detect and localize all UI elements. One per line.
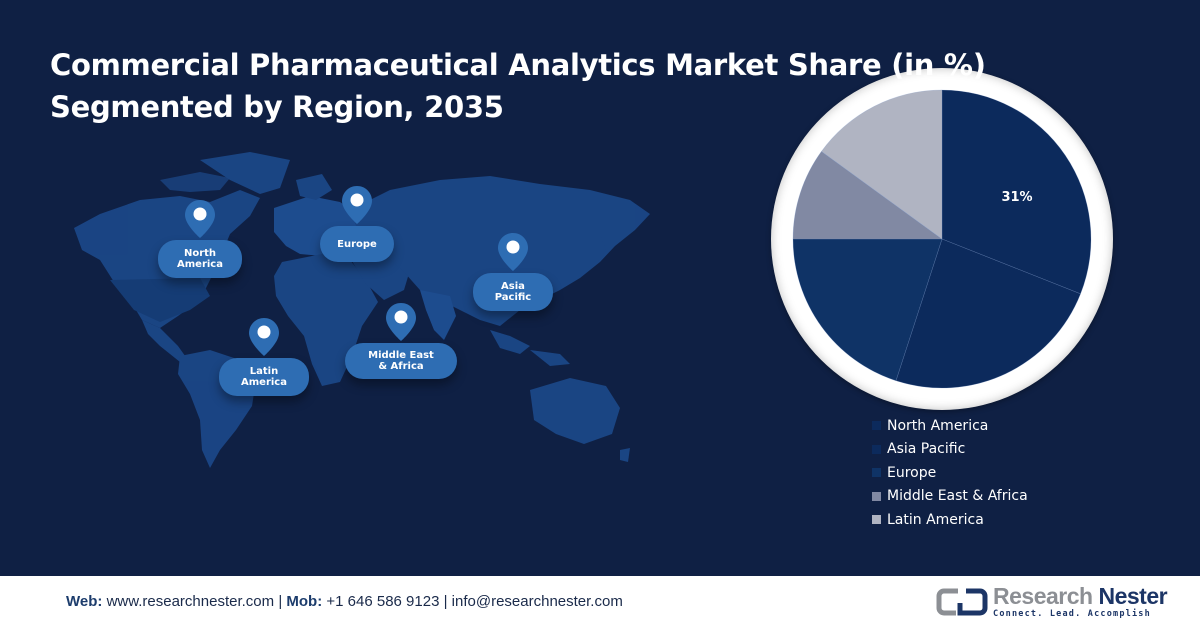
legend-swatch — [872, 491, 881, 501]
location-pin-icon — [249, 318, 279, 356]
pin-label: Asia Pacific — [473, 273, 553, 311]
pie-slice — [941, 89, 1092, 295]
legend-label: Latin America — [887, 511, 984, 528]
contact-info: Web: www.researchnester.com | Mob: +1 64… — [66, 593, 623, 610]
email-link[interactable]: info@researchnester.com — [451, 593, 623, 610]
web-link[interactable]: www.researchnester.com — [106, 593, 275, 610]
legend-label: North America — [887, 417, 989, 434]
pin-europe: Europe — [320, 186, 394, 262]
pin-label: Middle East & Africa — [345, 343, 457, 379]
legend-item-europe: Europe — [872, 461, 1028, 485]
pin-north-america: North America — [158, 200, 242, 278]
legend-label: Europe — [887, 464, 937, 481]
logo-name: Research Nester — [993, 583, 1168, 609]
location-pin-icon — [386, 303, 416, 341]
legend-swatch — [872, 515, 881, 525]
pin-label: Latin America — [219, 358, 309, 396]
pie-chart: 31% — [771, 68, 1113, 410]
pie-chart-graphic: 31% — [792, 89, 1092, 389]
logo-mark-icon — [936, 588, 988, 616]
web-label: Web: — [66, 593, 103, 610]
pin-label: North America — [158, 240, 242, 278]
pin-asia-pacific: Asia Pacific — [473, 233, 553, 311]
research-nester-logo: Research Nester Connect. Lead. Accomplis… — [936, 583, 1168, 619]
infographic-panel: Commercial Pharmaceutical Analytics Mark… — [50, 44, 1113, 532]
legend-label: Middle East & Africa — [887, 488, 1028, 505]
title-line-2: Segmented by Region, 2035 — [50, 90, 504, 124]
separator: | — [278, 593, 283, 610]
pin-label: Europe — [320, 226, 394, 262]
location-pin-icon — [498, 233, 528, 271]
title-line-1: Commercial Pharmaceutical Analytics Mark… — [50, 48, 986, 82]
legend-item-asia-pacific: Asia Pacific — [872, 438, 1028, 462]
pie-slice — [792, 151, 943, 240]
legend-swatch — [872, 421, 881, 431]
pie-slice — [895, 238, 1081, 389]
footer: Web: www.researchnester.com | Mob: +1 64… — [0, 576, 1200, 628]
legend-item-latin-america: Latin America — [872, 508, 1028, 532]
pie-slice — [792, 238, 943, 382]
location-pin-icon — [185, 200, 215, 238]
legend-item-north-america: North America — [872, 414, 1028, 438]
pie-data-label: 31% — [1001, 190, 1032, 205]
legend-item-middle-east-africa: Middle East & Africa — [872, 485, 1028, 509]
pie-slice — [821, 89, 943, 240]
mob-label: Mob: — [286, 593, 323, 610]
logo-tagline: Connect. Lead. Accomplish — [993, 609, 1151, 619]
legend-label: Asia Pacific — [887, 441, 966, 458]
legend-swatch — [872, 468, 881, 478]
pin-middle-east-africa: Middle East & Africa — [345, 303, 457, 379]
phone-number[interactable]: +1 646 586 9123 — [326, 593, 440, 610]
pin-latin-america: Latin America — [219, 318, 309, 396]
separator: | — [443, 593, 448, 610]
chart-title: Commercial Pharmaceutical Analytics Mark… — [50, 44, 986, 128]
legend-swatch — [872, 444, 881, 454]
location-pin-icon — [342, 186, 372, 224]
chart-legend: North America Asia Pacific Europe Middle… — [872, 414, 1028, 532]
